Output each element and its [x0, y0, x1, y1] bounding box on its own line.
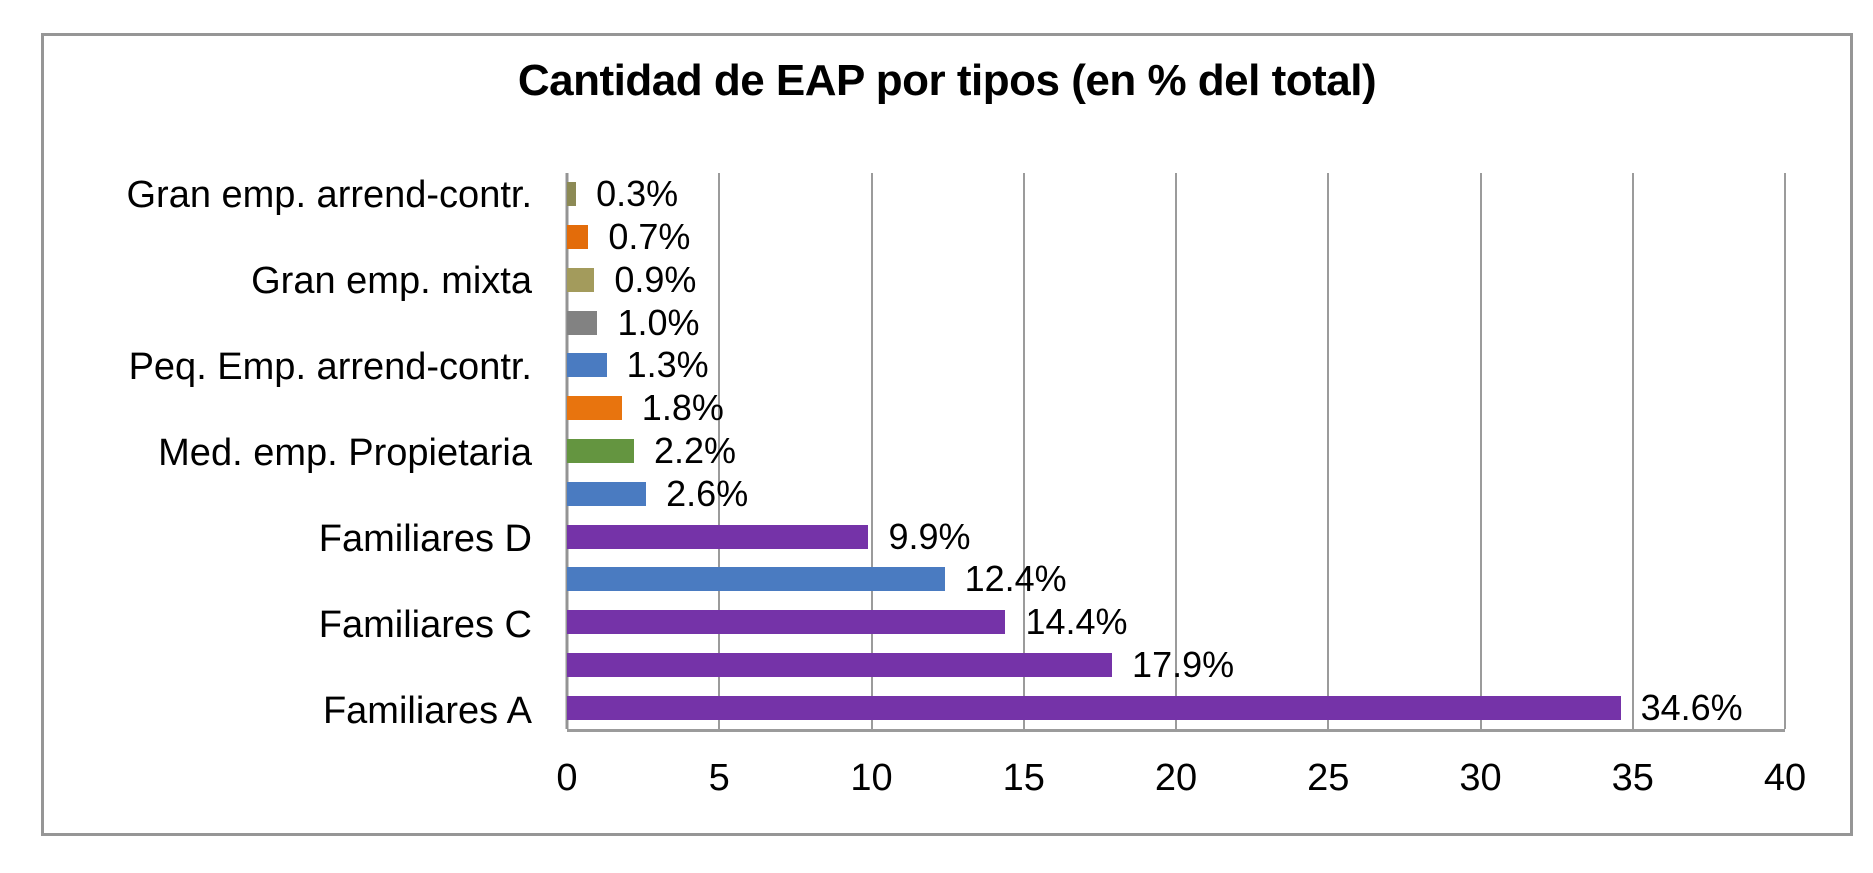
x-tick-label: 25	[1307, 757, 1350, 799]
bar-row: 1.8%	[567, 387, 1785, 430]
bar	[567, 438, 634, 463]
bar	[567, 267, 595, 292]
x-axis: 0 5 10 15 20 25 30 35 40	[556, 752, 1806, 804]
bar	[567, 481, 647, 506]
x-tick-label: 35	[1611, 757, 1654, 799]
x-tick-label: 40	[1763, 757, 1807, 799]
bar-row: 0.7%	[567, 216, 1785, 259]
value-label: 12.4%	[964, 558, 1067, 600]
bar	[567, 353, 607, 378]
category-label: Peq. Emp. arrend-contr.	[128, 345, 532, 388]
category-axis: Gran emp. arrend-contr. Gran emp. mixta Pe…	[54, 173, 532, 732]
chart-title: Cantidad de EAP por tipos (en % del tota…	[517, 56, 1377, 105]
category-label	[54, 388, 532, 431]
gridline	[1022, 173, 1025, 729]
x-tick-label: 20	[1154, 757, 1198, 799]
bar-series: 0.3% 0.7% 0.9% 1.0% 1.3% 1.8% 2.2% 2.6% 9.9% 12.4…	[567, 173, 1785, 729]
bar-row: 0.9%	[567, 259, 1785, 302]
category-label	[54, 560, 532, 603]
x-tick-label: 0	[556, 757, 578, 799]
category-label: Med. emp. Propietaria	[158, 431, 532, 474]
bar	[567, 524, 869, 549]
bar-row: 1.0%	[567, 301, 1785, 344]
bar-row: 0.3%	[567, 173, 1785, 216]
bar	[567, 652, 1113, 677]
category-label: Gran emp. arrend-contr.	[126, 173, 532, 216]
gridline	[1784, 173, 1786, 729]
x-tick-label: 30	[1459, 757, 1502, 799]
value-label: 1.3%	[626, 344, 709, 386]
bar-row: 34.6%	[567, 686, 1785, 729]
gridline	[1327, 173, 1330, 729]
category-label	[54, 302, 532, 345]
category-label: Familiares C	[318, 603, 532, 646]
category-label	[54, 474, 532, 517]
x-tick-label: 5	[708, 757, 730, 799]
bar	[567, 225, 589, 250]
bar	[567, 396, 622, 421]
bar	[567, 310, 598, 335]
bar-row: 2.6%	[567, 472, 1785, 515]
value-label: 2.2%	[653, 429, 737, 471]
bar-row: 12.4%	[567, 558, 1785, 601]
bar-row: 14.4%	[567, 601, 1785, 644]
category-label	[54, 646, 532, 689]
bar	[567, 695, 1621, 720]
bar-row: 9.9%	[567, 515, 1785, 558]
category-label: Familiares A	[322, 689, 532, 732]
value-label: 14.4%	[1025, 601, 1128, 643]
value-label: 1.8%	[641, 387, 724, 429]
bar	[567, 567, 945, 592]
bar	[567, 610, 1006, 635]
value-label: 34.6%	[1640, 686, 1743, 728]
value-label: 0.7%	[608, 216, 691, 258]
gridline	[718, 173, 721, 729]
category-label: Gran emp. mixta	[251, 259, 532, 302]
value-label: 1.0%	[617, 301, 700, 343]
value-label: 0.3%	[596, 173, 679, 215]
bar	[567, 182, 577, 207]
value-label: 2.6%	[666, 472, 749, 514]
gridline	[1631, 173, 1634, 729]
value-label: 9.9%	[888, 515, 971, 557]
value-label: 0.9%	[614, 258, 697, 300]
category-label	[54, 216, 532, 259]
value-label: 17.9%	[1132, 643, 1235, 685]
gridline	[1175, 173, 1177, 729]
gridline	[1479, 173, 1482, 729]
category-label: Familiares D	[318, 517, 532, 560]
plot-area: 0.3% 0.7% 0.9% 1.0% 1.3% 1.8% 2.2% 2.6% 9.9% 12.4…	[565, 173, 1786, 732]
bar-row: 2.2%	[567, 430, 1785, 473]
bar-row: 1.3%	[567, 344, 1785, 387]
gridline	[870, 173, 873, 729]
x-tick-label: 10	[850, 757, 893, 799]
bar-row: 17.9%	[567, 643, 1785, 686]
x-tick-label: 15	[1002, 757, 1045, 799]
chart-frame: Cantidad de EAP por tipos (en % del tota…	[41, 33, 1853, 836]
